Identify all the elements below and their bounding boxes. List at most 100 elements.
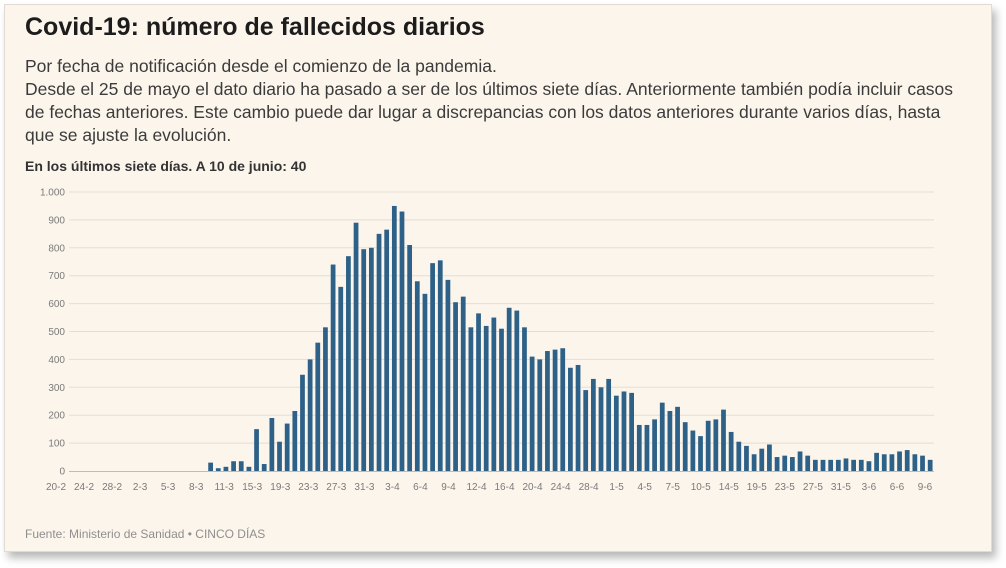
x-tick-label: 9-4 (441, 482, 456, 493)
x-tick-label: 23-5 (775, 482, 795, 493)
y-tick-label: 900 (48, 215, 65, 226)
chart-card: Covid-19: número de fallecidos diarios P… (4, 4, 992, 552)
bar (912, 454, 918, 471)
bar (805, 455, 811, 471)
bar (682, 422, 688, 471)
bar (399, 211, 405, 471)
bar (659, 402, 665, 471)
bar (292, 411, 298, 471)
y-tick-label: 400 (48, 355, 65, 366)
bar (904, 450, 910, 471)
bar (315, 342, 321, 471)
bar (667, 411, 673, 471)
bar (721, 409, 726, 471)
bar (874, 452, 879, 471)
x-tick-label: 31-5 (831, 482, 851, 493)
bar (437, 260, 443, 471)
bar (545, 351, 550, 471)
bar (751, 454, 757, 471)
bar (208, 462, 213, 471)
x-tick-label: 28-2 (102, 482, 122, 493)
y-tick-label: 200 (48, 411, 65, 422)
bar (590, 378, 596, 471)
bar (476, 313, 481, 471)
bar (407, 245, 413, 471)
x-tick-label: 6-6 (890, 482, 905, 493)
description-line: Desde el 25 de mayo el dato diario ha pa… (25, 79, 954, 145)
bar (583, 390, 589, 471)
bar (300, 374, 305, 471)
bar (269, 417, 275, 471)
bar (284, 423, 290, 471)
bar (744, 445, 749, 471)
x-tick-label: 14-5 (719, 482, 739, 493)
bar (215, 468, 221, 471)
x-tick-label: 20-2 (46, 482, 66, 493)
bar (384, 229, 390, 471)
x-tick-label: 16-4 (494, 482, 514, 493)
bar (759, 448, 765, 471)
y-tick-label: 700 (48, 271, 65, 282)
bar (782, 455, 788, 471)
bar (698, 436, 703, 472)
bar (568, 367, 573, 471)
bar (705, 420, 711, 471)
x-tick-label: 24-4 (551, 482, 571, 493)
bar (927, 459, 933, 471)
bar (445, 279, 451, 471)
bar (606, 378, 612, 471)
bar (652, 419, 657, 471)
bar (491, 317, 497, 471)
y-tick-label: 0 (59, 467, 65, 478)
bar (828, 459, 834, 471)
bar (506, 307, 512, 471)
x-tick-label: 19-3 (270, 482, 290, 493)
bar (736, 441, 742, 471)
bar (537, 359, 543, 471)
x-tick-label: 23-3 (298, 482, 318, 493)
bar (391, 205, 397, 471)
y-tick-label: 600 (48, 299, 65, 310)
x-tick-label: 7-5 (665, 482, 680, 493)
bar (790, 457, 795, 471)
x-tick-label: 3-6 (862, 482, 877, 493)
source-note: Fuente: Ministerio de Sanidad • CINCO DÍ… (25, 527, 266, 541)
bar (820, 459, 826, 471)
bar (307, 359, 313, 471)
x-tick-label: 31-3 (354, 482, 374, 493)
bar (323, 327, 328, 471)
bar (231, 461, 236, 471)
bar (254, 429, 259, 471)
bar (499, 328, 504, 471)
bar (644, 424, 650, 471)
bar (843, 458, 849, 471)
bar (797, 451, 803, 471)
y-tick-label: 300 (48, 383, 65, 394)
bar (560, 348, 566, 471)
x-tick-label: 24-2 (74, 482, 94, 493)
bar (483, 325, 489, 471)
bar (858, 459, 864, 471)
bar-chart: 0 100 200 300 400 500 600 700 800 900 1.000 20-2 24-… (40, 188, 934, 493)
bar (920, 455, 925, 471)
x-tick-label: 6-4 (413, 482, 428, 493)
y-tick-label: 100 (48, 439, 65, 450)
y-tick-label: 1.000 (40, 188, 65, 199)
x-tick-label: 27-3 (326, 482, 346, 493)
bar (261, 464, 267, 471)
bar (881, 454, 887, 471)
x-tick-label: 20-4 (522, 482, 542, 493)
x-tick-label: 5-3 (161, 482, 176, 493)
bar (897, 451, 902, 471)
bar (460, 296, 466, 472)
bar (728, 431, 734, 471)
bar (866, 461, 872, 471)
bar (522, 327, 527, 471)
x-tick-label: 15-3 (242, 482, 262, 493)
bar (552, 349, 558, 471)
bar (575, 364, 581, 471)
bar (675, 406, 680, 471)
bar (453, 302, 458, 471)
bar (223, 466, 229, 471)
bar (767, 444, 772, 471)
